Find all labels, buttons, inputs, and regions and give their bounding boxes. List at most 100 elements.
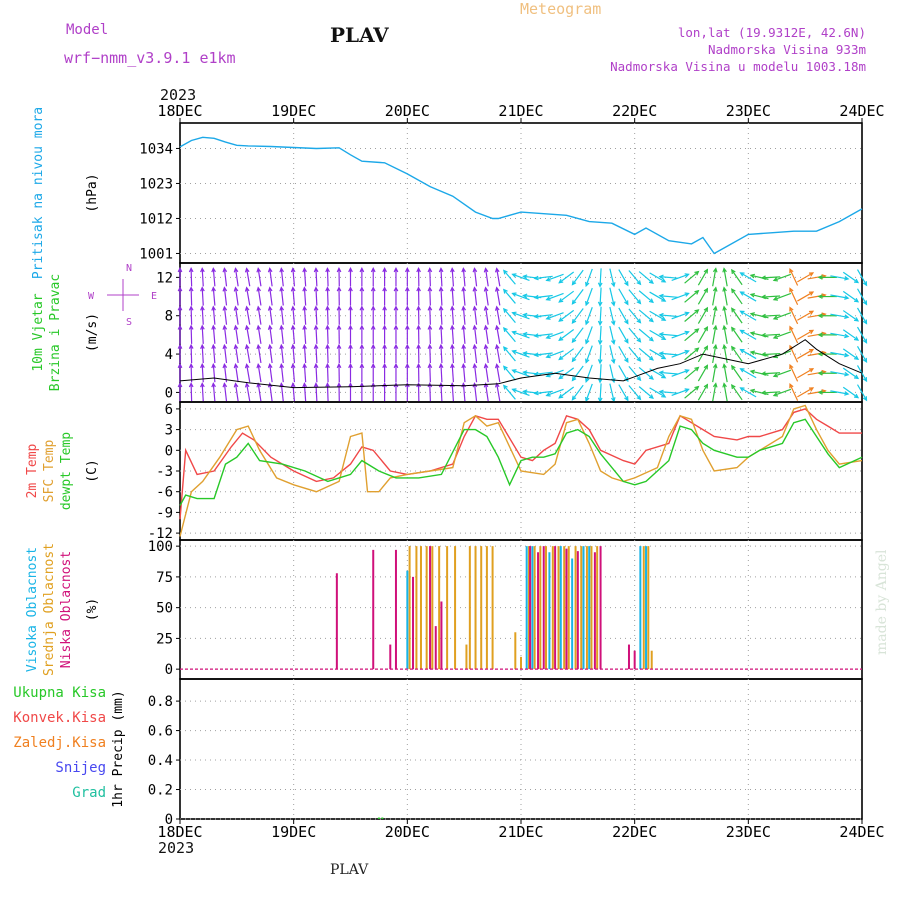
x-tick-label: 21DEC xyxy=(498,102,543,120)
wind-arrow xyxy=(842,271,859,284)
wind-arrow xyxy=(599,383,602,402)
wind-arrow xyxy=(429,345,431,364)
wind-arrow xyxy=(762,372,781,375)
wind-arrow xyxy=(789,326,799,344)
wind-arrow xyxy=(485,325,489,344)
wind-arrow xyxy=(762,314,781,317)
wind-arrow xyxy=(451,306,455,325)
wind-arrow xyxy=(257,325,262,344)
wind-arrow xyxy=(628,327,641,343)
wind-arrow-head xyxy=(336,362,342,369)
wind-arrow-head xyxy=(313,267,319,273)
wind-arrow-head xyxy=(450,305,455,311)
wind-arrow xyxy=(246,306,251,325)
precip-legend-item: Konvek.Kisa xyxy=(13,710,106,726)
year-bottom: 2023 xyxy=(158,839,194,857)
wind-arrow-head xyxy=(382,267,387,273)
wind-arrow xyxy=(223,287,228,306)
wind-arrow xyxy=(190,345,193,364)
wind-arrow-head xyxy=(772,296,779,301)
precip-ytick-label: 0.2 xyxy=(148,783,173,799)
wind-arrow-head xyxy=(502,269,508,275)
wind-arrow xyxy=(315,306,318,325)
wind-arrow-head xyxy=(712,363,718,369)
wind-arrow xyxy=(697,365,708,382)
wind-arrow-head xyxy=(222,362,228,369)
temperature-ytick-label: -3 xyxy=(156,464,173,480)
wind-arrow xyxy=(671,312,689,320)
wind-arrow xyxy=(462,383,466,402)
wind-arrow-head xyxy=(658,370,664,376)
wind-arrow-head xyxy=(302,382,307,388)
ylabel-wind: (m/s) xyxy=(85,313,100,352)
wind-arrow-head xyxy=(188,362,194,369)
wind-arrow-head xyxy=(862,357,868,364)
wind-arrow-head xyxy=(844,314,850,320)
wind-arrow xyxy=(234,268,239,287)
wind-arrow-head xyxy=(760,294,766,300)
wind-arrow-head xyxy=(450,343,455,350)
wind-arrow xyxy=(830,294,849,299)
wind-arrow-head xyxy=(658,274,664,280)
wind-arrow xyxy=(440,268,443,287)
wind-arrow xyxy=(731,269,743,286)
panel-wind: 0 4 8 12 W E N S xyxy=(88,262,868,403)
wind-arrow-head xyxy=(703,268,709,274)
wind-arrow-head xyxy=(661,335,667,341)
wind-speed-line xyxy=(179,339,863,389)
wind-arrow-head xyxy=(597,378,603,384)
wind-arrow-head xyxy=(722,305,727,311)
wind-arrow xyxy=(649,310,666,321)
wind-arrow xyxy=(856,269,868,286)
wind-arrow-head xyxy=(313,362,319,369)
wind-arrow-head xyxy=(244,343,250,350)
wind-arrow xyxy=(628,365,641,381)
wind-arrow-head xyxy=(211,286,216,292)
wind-arrow-head xyxy=(211,343,216,350)
wind-arrow-head xyxy=(694,385,700,391)
wind-arrow-head xyxy=(648,298,654,304)
wind-arrow-head xyxy=(416,286,421,292)
wind-arrow-head xyxy=(188,305,194,311)
wind-arrow-head xyxy=(731,288,736,294)
wind-ytick-label: 0 xyxy=(165,385,173,401)
wind-arrow xyxy=(609,383,615,402)
wind-arrow-head xyxy=(610,397,616,403)
wind-arrow xyxy=(807,294,826,299)
wind-arrow-head xyxy=(545,315,551,320)
temperature-ytick-label: -6 xyxy=(156,485,173,501)
wind-arrow xyxy=(842,310,859,322)
wind-arrow-head xyxy=(348,382,353,388)
wind-arrow xyxy=(807,390,826,395)
wind-arrow-head xyxy=(222,286,228,292)
wind-arrow xyxy=(773,388,792,397)
wind-arrow xyxy=(731,346,743,362)
wind-arrow xyxy=(740,329,757,340)
wind-arrow-head xyxy=(302,267,307,273)
wind-arrow-head xyxy=(658,389,664,395)
wind-arrow xyxy=(723,287,728,306)
wind-arrow xyxy=(762,352,781,356)
wind-arrow xyxy=(599,287,602,306)
wind-arrow xyxy=(842,290,859,303)
wind-arrow xyxy=(534,294,553,299)
wind-arrow-head xyxy=(739,368,745,373)
wind-arrow-head xyxy=(188,267,194,273)
wind-arrow-head xyxy=(862,300,868,306)
wind-arrow xyxy=(618,365,629,382)
wind-arrow-head xyxy=(661,316,667,321)
wind-arrow-head xyxy=(438,324,444,330)
wind-arrow-head xyxy=(177,362,183,369)
wind-arrow-head xyxy=(712,305,718,311)
wind-arrow xyxy=(280,325,284,344)
wind-arrow-head xyxy=(571,357,577,363)
wind-arrow-head xyxy=(267,286,273,292)
wind-arrow-head xyxy=(712,343,718,350)
wind-arrow xyxy=(212,364,216,383)
wind-arrow-head xyxy=(731,326,736,332)
wind-arrow xyxy=(485,364,489,383)
wind-arrow-head xyxy=(177,324,183,330)
altitude-text: Nadmorska Visina 933m xyxy=(708,42,866,57)
wind-arrow xyxy=(731,288,743,305)
